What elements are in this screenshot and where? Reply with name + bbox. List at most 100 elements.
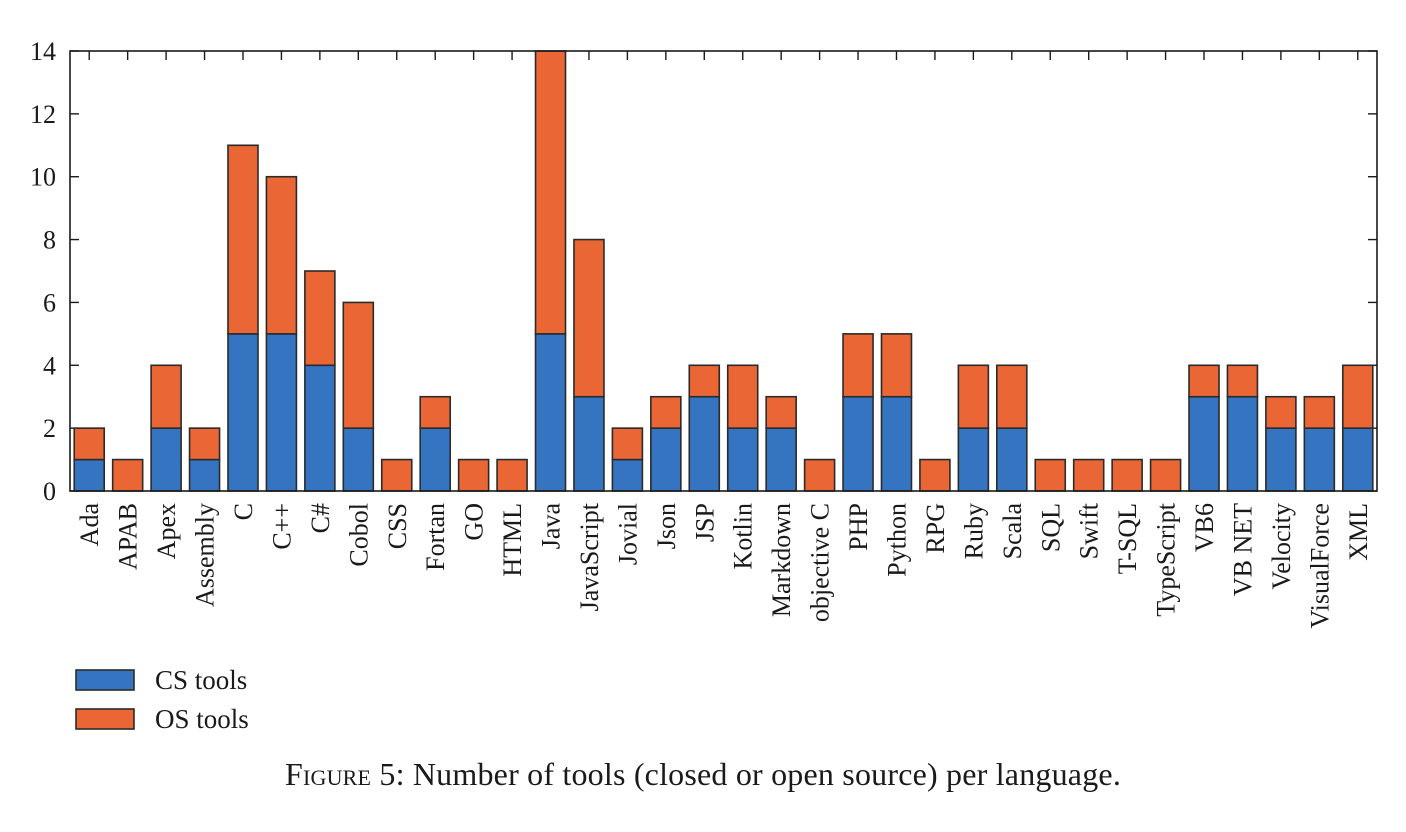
x-tick-label: Apex: [152, 503, 181, 559]
x-tick-label: objective C: [806, 503, 835, 622]
bar-cs-vb-net: [1226, 395, 1259, 492]
y-tick-label: 2: [43, 414, 56, 443]
bar-cs-c: [227, 333, 259, 492]
x-tick-label: Java: [537, 503, 566, 550]
bar-os-c: [227, 144, 259, 335]
bar-cs-scala: [996, 427, 1028, 492]
x-tick-label: SQL: [1036, 503, 1065, 552]
legend-swatch-os: [75, 708, 135, 730]
bar-cs-xml: [1341, 427, 1374, 492]
x-tick-label: T-SQL: [1113, 503, 1142, 574]
bar-cs-php: [842, 395, 874, 492]
bar-cs-c-: [304, 364, 336, 492]
x-tick-label: GO: [460, 503, 489, 541]
bar-os-sql: [1034, 458, 1067, 492]
bar-os-c-: [304, 270, 336, 367]
x-tick-label: Jovial: [613, 503, 642, 565]
bar-os-ada: [73, 427, 106, 461]
bar-cs-visualforce: [1303, 427, 1336, 492]
bar-cs-assembly: [188, 458, 221, 492]
y-tick-label: 8: [43, 226, 56, 255]
x-tick-label: Cobol: [344, 503, 373, 567]
bar-os-velocity: [1265, 395, 1297, 429]
y-tick-label: 12: [30, 100, 56, 129]
x-tick-label: Swift: [1075, 502, 1104, 559]
bar-cs-apex: [150, 427, 182, 492]
bar-os-java: [534, 50, 567, 335]
bar-os-typescript: [1149, 458, 1182, 492]
x-tick-label: XML: [1344, 503, 1373, 561]
bar-os-c-: [265, 175, 298, 335]
bar-cs-json: [650, 427, 682, 492]
bar-os-visualforce: [1303, 395, 1336, 429]
bar-os-assembly: [188, 427, 221, 461]
bar-cs-ada: [73, 458, 106, 492]
bar-os-ruby: [957, 364, 990, 429]
bar-os-python: [880, 333, 913, 398]
y-tick-label: 14: [30, 37, 56, 66]
bars: [73, 50, 1374, 492]
bar-cs-vb6: [1188, 395, 1220, 492]
bar-cs-cobol: [342, 427, 375, 492]
x-tick-label: CSS: [383, 503, 412, 549]
bar-os-go: [457, 458, 490, 492]
x-tick-label: VB NET: [1228, 503, 1257, 596]
x-tick-label: C#: [306, 503, 335, 533]
bar-cs-velocity: [1265, 427, 1297, 492]
bar-os-objective-c: [803, 458, 836, 492]
y-tick-label: 6: [43, 288, 56, 317]
x-tick-label: JSP: [690, 503, 719, 542]
x-tick-labels: Ada APAB Apex Assembly C C++ C# Cobol CSS Fortan G…: [75, 502, 1373, 628]
bar-os-json: [650, 395, 682, 429]
caption-text: Number of tools (closed or open source) …: [404, 756, 1122, 792]
legend-label-os: OS tools: [155, 704, 249, 734]
x-tick-label: C++: [267, 503, 296, 550]
plot-frame: [69, 50, 1378, 492]
y-tick-labels: 0 2 4 6 8 10 12 14: [30, 37, 56, 506]
bar-os-rpg: [919, 458, 951, 492]
x-tick-label: TypeScript: [1152, 502, 1181, 616]
x-tick-label: Json: [652, 503, 681, 549]
x-tick-label: JavaScript: [575, 502, 604, 611]
x-tick-label: Fortan: [421, 503, 450, 571]
caption-lead: Figure 5:: [284, 756, 405, 792]
bar-os-markdown: [765, 395, 797, 429]
bar-os-swift: [1072, 458, 1105, 492]
bar-os-fortan: [419, 395, 451, 429]
bar-os-kotlin: [726, 364, 759, 429]
bar-os-javascript: [573, 238, 605, 398]
x-tick-label: PHP: [844, 503, 873, 551]
x-tick-label: Kotlin: [729, 503, 758, 569]
figure-caption: Figure 5: Number of tools (closed or ope…: [0, 756, 1406, 793]
x-tick-label: Velocity: [1267, 503, 1296, 590]
x-tick-label: Markdown: [767, 503, 796, 617]
bar-os-css: [380, 458, 413, 492]
legend-swatch-cs: [75, 669, 135, 691]
x-tick-label: Scala: [998, 503, 1027, 560]
x-tick-label: Ruby: [959, 503, 988, 559]
bar-os-vb-net: [1226, 364, 1259, 398]
bar-os-cobol: [342, 301, 375, 429]
bar-os-jovial: [611, 427, 644, 461]
bar-os-jsp: [688, 364, 721, 398]
bar-cs-jovial: [611, 458, 644, 492]
x-tick-label: APAB: [114, 503, 143, 570]
bar-cs-jsp: [688, 395, 721, 492]
x-tick-label: RPG: [921, 503, 950, 554]
bar-os-apex: [150, 364, 182, 429]
legend-label-cs: CS tools: [155, 665, 247, 695]
bar-cs-python: [880, 395, 913, 492]
stacked-bar-chart: 0 2 4 6 8 10 12 14 Ada APAB Apex Assembly C C++ C# Cob…: [30, 37, 1378, 734]
x-tick-label: Python: [882, 503, 911, 577]
bar-os-t-sql: [1111, 458, 1143, 492]
bar-os-html: [496, 458, 528, 492]
x-tick-label: HTML: [498, 503, 527, 577]
x-tick-label: C: [229, 503, 258, 520]
bar-cs-kotlin: [726, 427, 759, 492]
bar-os-vb6: [1188, 364, 1220, 398]
y-tick-label: 0: [43, 477, 56, 506]
x-tick-label: VB6: [1190, 503, 1219, 552]
bar-cs-javascript: [573, 395, 605, 492]
x-tick-label: VisualForce: [1305, 503, 1334, 629]
bar-cs-fortan: [419, 427, 451, 492]
